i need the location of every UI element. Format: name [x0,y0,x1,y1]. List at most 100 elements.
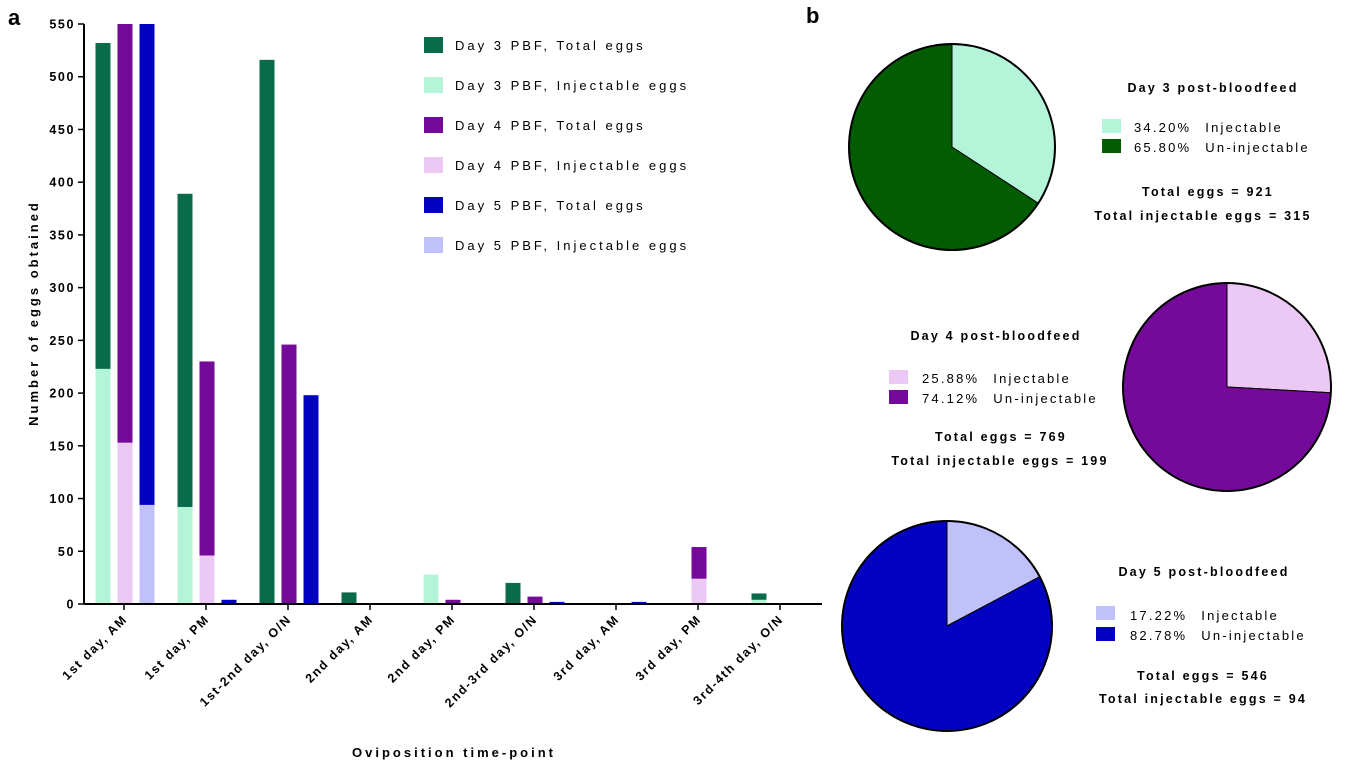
bar-total-day4 [281,344,297,604]
pie-legend-category: Un-injectable [1205,140,1309,155]
pie-total-injectable: Total injectable eggs = 199 [891,454,1108,468]
pie-total-eggs: Total eggs = 921 [1142,185,1274,199]
pie-chart: Day 4 post-bloodfeed 25.88% Injectable 74.1… [889,282,1332,492]
x-tick-label: 3rd-4th day, O/N [691,612,787,708]
pie-outline [841,520,1053,732]
legend-label: Day 4 PBF, Injectable eggs [455,158,689,173]
pie-legend-category: Un-injectable [993,391,1097,406]
panel-label-a: a [8,5,21,30]
x-tick-label: 3rd day, PM [633,612,704,683]
x-tick-label: 1st-2nd day, O/N [197,612,294,709]
bar-total-day3 [505,582,521,604]
y-tick-label: 300 [49,281,75,295]
y-tick-label: 500 [49,70,75,84]
y-tick-label: 450 [49,123,75,137]
bar-series-group [95,24,767,605]
bar-total-day5 [139,24,155,604]
bar-injectable-day3 [95,368,111,604]
bar-total-day3 [177,193,193,605]
legend-label: Day 5 PBF, Total eggs [455,198,646,213]
pie-total-eggs: Total eggs = 769 [935,430,1067,444]
pie-legend-swatch [1096,606,1115,620]
bar-injectable-day3 [423,574,439,604]
legend-label: Day 4 PBF, Total eggs [455,118,646,133]
legend-swatch [424,197,443,213]
legend-label: Day 5 PBF, Injectable eggs [455,238,689,253]
x-tick-label: 2nd day, PM [385,612,458,685]
bar-total-day5 [221,599,237,604]
pie-legend-label: 34.20% Injectable [1134,120,1283,135]
pie-total-injectable: Total injectable eggs = 94 [1099,692,1307,706]
pie-legend-percent: 65.80% [1134,140,1191,155]
pie-legend-label: 65.80% Un-injectable [1134,140,1310,155]
pie-legend-percent: 17.22% [1130,608,1187,623]
x-tick-label: 1st day, AM [60,612,130,682]
x-tick-label: 2nd day, AM [303,612,376,685]
pie-legend-percent: 74.12% [922,391,979,406]
legend-label: Day 3 PBF, Injectable eggs [455,78,689,93]
bar-injectable-day3 [177,506,193,604]
pie-chart: Day 5 post-bloodfeed 17.22% Injectable 82.7… [841,520,1307,732]
pie-title: Day 5 post-bloodfeed [1118,565,1289,579]
y-tick-label: 400 [49,176,75,190]
legend-label: Day 3 PBF, Total eggs [455,38,646,53]
pie-outline [1122,282,1332,492]
pie-slice-injectable [1226,282,1332,394]
pie-title: Day 4 post-bloodfeed [910,329,1081,343]
pie-legend-swatch [1096,627,1115,641]
bar-chart: 0 50 100 150 200 250 300 350 400 450 500 550 1st da… [26,18,822,760]
pie-legend-percent: 82.78% [1130,628,1187,643]
legend-swatch [424,37,443,53]
bar-injectable-day4 [117,442,133,604]
bar-total-day4 [445,599,461,604]
bar-total-day3 [341,592,357,604]
y-tick-label: 250 [49,334,75,348]
pie-legend-label: 82.78% Un-injectable [1130,628,1306,643]
pie-legend-percent: 25.88% [922,371,979,386]
x-tick-label: 1st day, PM [142,612,212,682]
legend-swatch [424,157,443,173]
pie-total-eggs: Total eggs = 546 [1137,669,1269,683]
pie-title: Day 3 post-bloodfeed [1127,81,1298,95]
pie-total-injectable: Total injectable eggs = 315 [1094,209,1311,223]
pie-legend-swatch [889,370,908,384]
bar-legend: Day 3 PBF, Total eggs Day 3 PBF, Injectab… [424,37,689,253]
bar-total-day5 [303,395,319,604]
pie-legend-category: Un-injectable [1201,628,1305,643]
x-axis-title: Oviposition time-point [352,745,556,760]
panel-label-b: b [806,3,819,28]
y-axis-title: Number of eggs obtained [26,200,41,426]
pie-legend-swatch [1102,139,1121,153]
legend-swatch [424,237,443,253]
bar-axes [78,23,822,610]
y-tick-labels: 0 50 100 150 200 250 300 350 400 450 500 550 [49,18,75,612]
y-tick-label: 0 [66,598,75,612]
pie-legend-category: Injectable [1205,120,1283,135]
bar-injectable-day3 [751,599,767,604]
pie-legend-category: Injectable [993,371,1071,386]
bar-total-day5 [549,601,565,604]
legend-swatch [424,117,443,133]
y-tick-label: 50 [58,545,75,559]
pie-outline [848,43,1056,251]
x-tick-label: 3rd day, AM [551,612,622,683]
bar-injectable-day4 [199,555,215,604]
x-tick-label: 2nd-3rd day, O/N [442,612,540,710]
bar-total-day4 [199,361,215,604]
bar-injectable-day5 [139,504,155,604]
bar-total-day3 [751,593,767,604]
pie-charts: Day 3 post-bloodfeed 34.20% Injectable 65.8… [841,43,1332,732]
pie-legend-category: Injectable [1201,608,1279,623]
pie-chart: Day 3 post-bloodfeed 34.20% Injectable 65.8… [848,43,1311,251]
y-tick-label: 100 [49,492,75,506]
bar-injectable-day4 [691,578,707,604]
pie-legend-label: 25.88% Injectable [922,371,1071,386]
bar-total-day3 [259,59,275,604]
y-tick-label: 550 [49,18,75,32]
legend-swatch [424,77,443,93]
pie-legend-label: 74.12% Un-injectable [922,391,1098,406]
pie-legend-swatch [1102,119,1121,133]
y-tick-label: 200 [49,387,75,401]
